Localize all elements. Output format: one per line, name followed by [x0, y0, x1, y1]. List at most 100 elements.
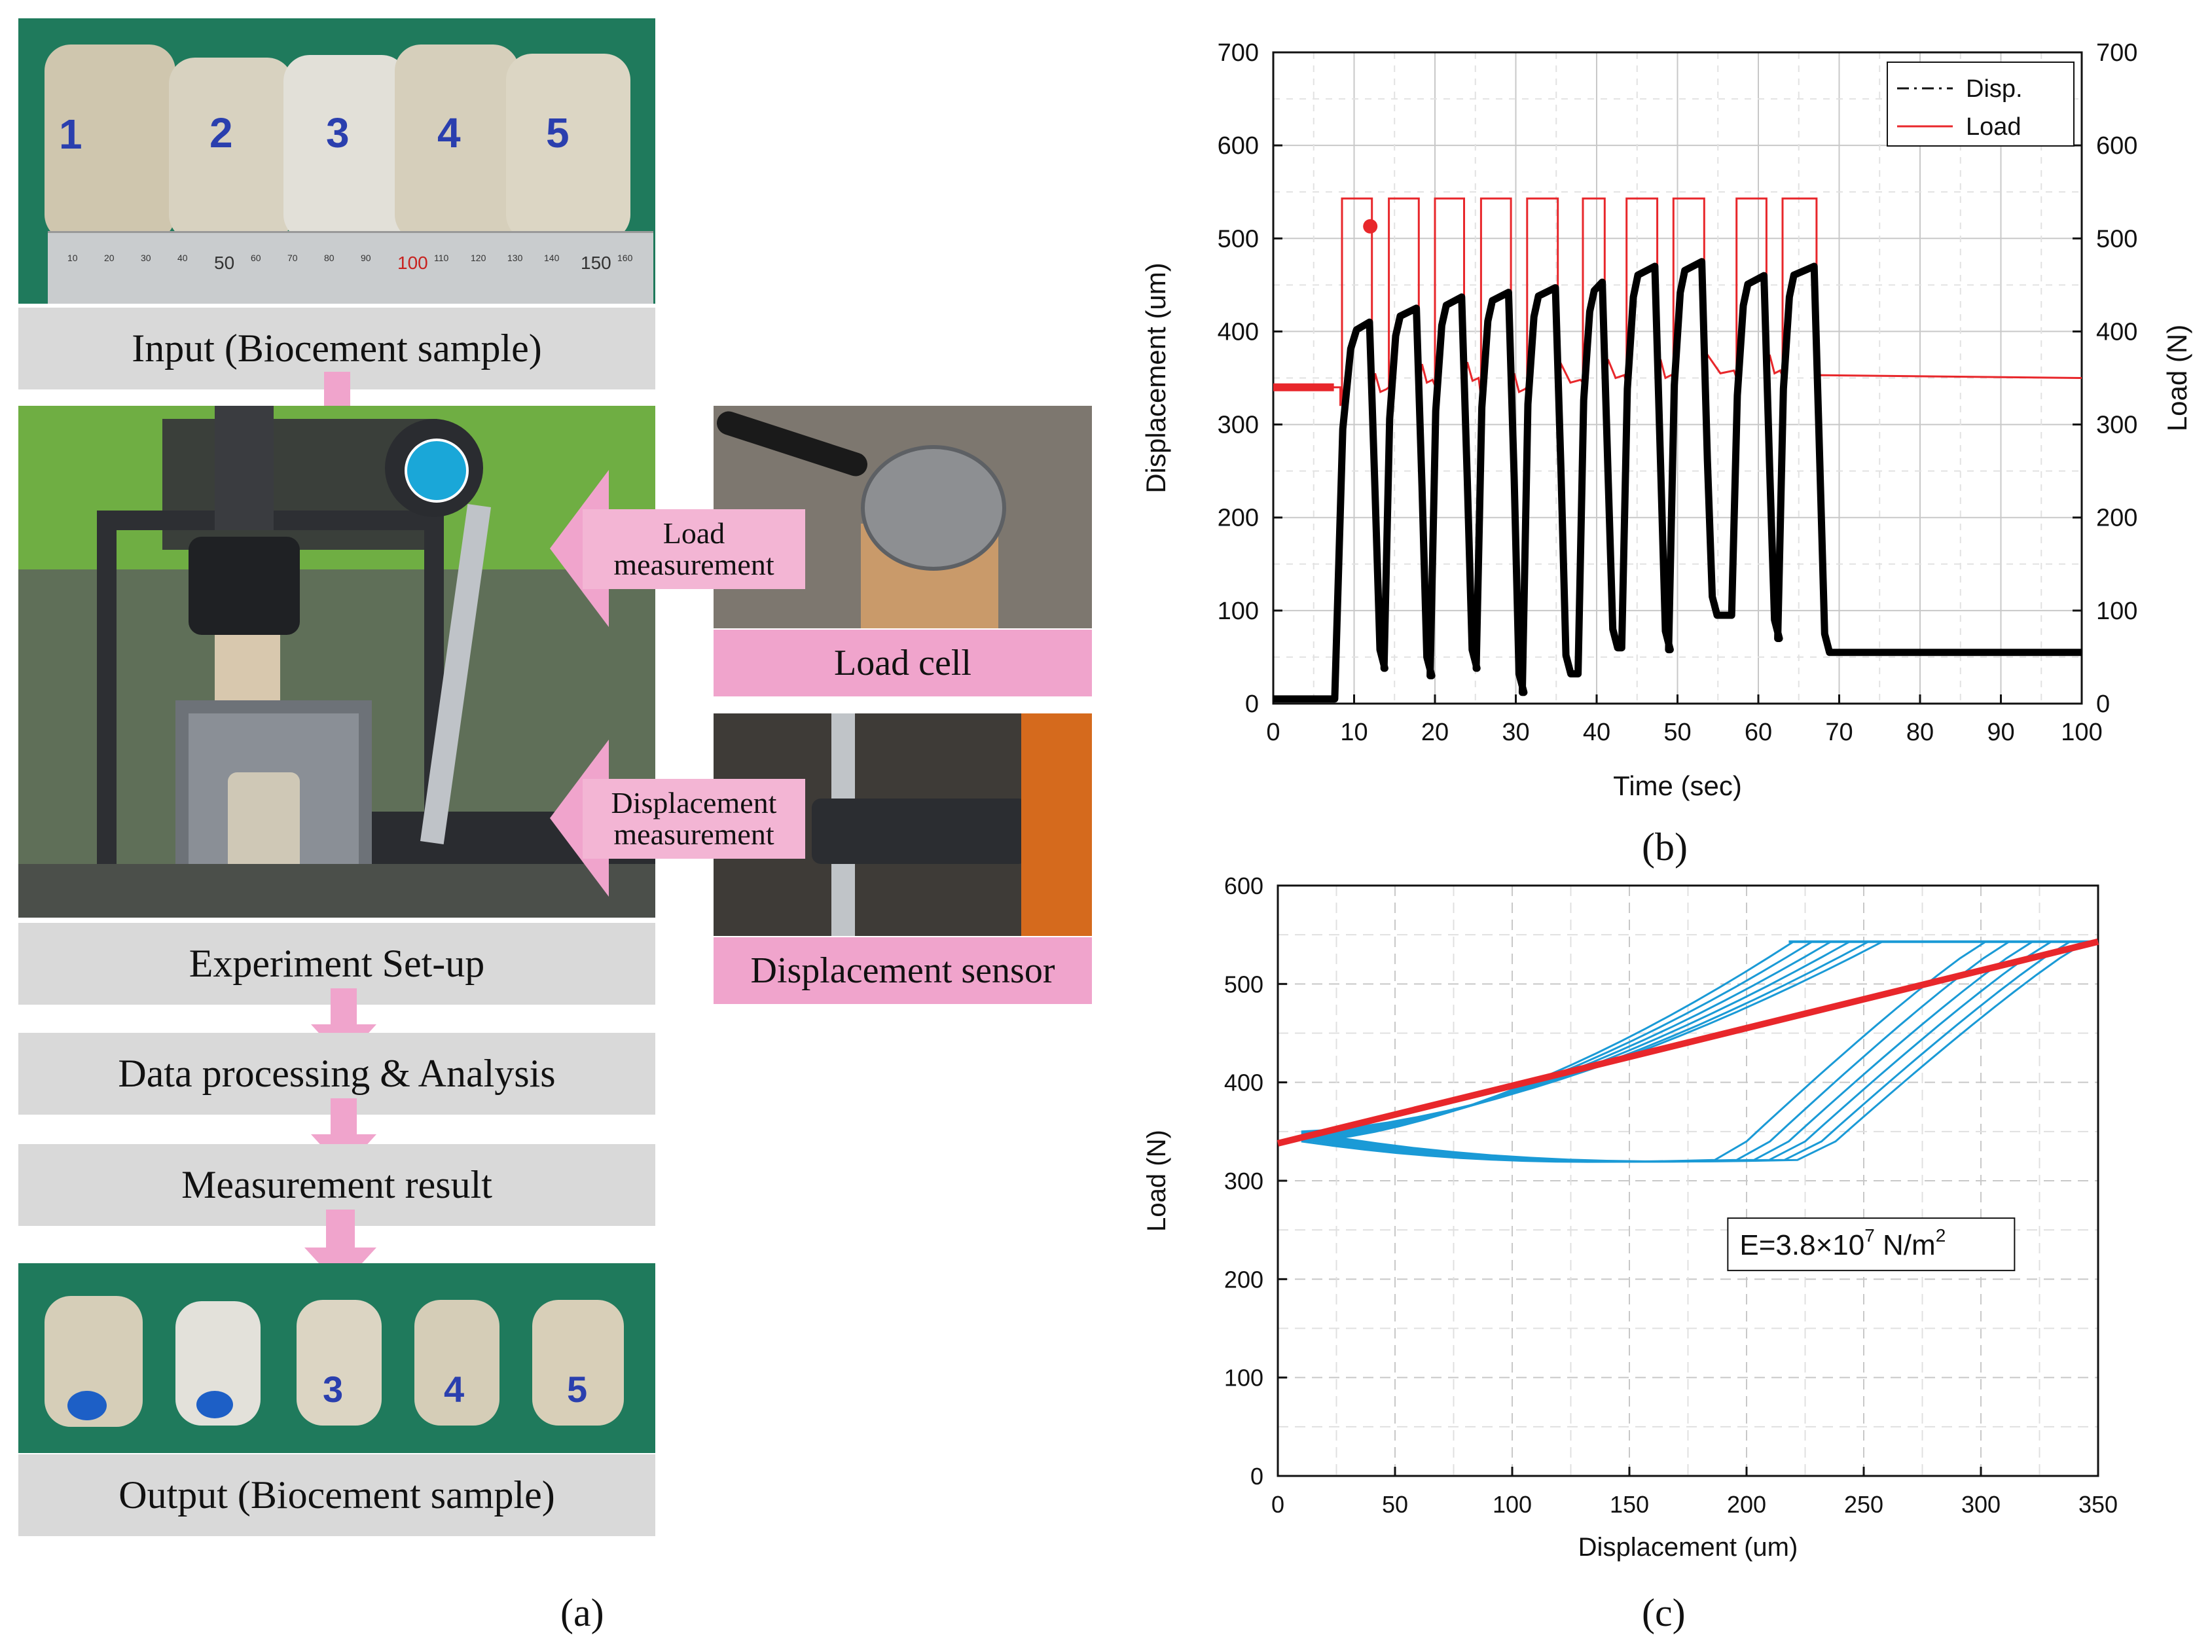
y-tick-label: 400 — [1224, 1069, 1263, 1096]
legend-load-label: Load — [1966, 113, 2022, 141]
load-marker-point — [1363, 219, 1378, 234]
bench-top — [18, 864, 655, 918]
x-tick-label: 0 — [1271, 1491, 1284, 1518]
hysteresis-loop — [1301, 941, 2090, 1163]
sample-label-sticker — [196, 1391, 233, 1418]
fit-line — [1277, 938, 2099, 1147]
x-tick-label: 60 — [1745, 719, 1772, 746]
y-tick-label: 700 — [1218, 39, 1259, 67]
chart-c: 0 50 100 150 200 250 300 350 0 100 200 300 400 500 600… — [1142, 872, 2118, 1562]
sample-number: 3 — [326, 109, 350, 156]
load-measurement-callout: Load measurement — [583, 509, 805, 589]
y2-tick-label: 100 — [2096, 598, 2137, 625]
caption-b: (b) — [1642, 825, 1688, 869]
load-cell-photo — [714, 406, 1092, 628]
ruler-mark: 60 — [251, 253, 261, 263]
input-samples-photo: 1 2 3 4 5 10 20 30 40 50 60 70 80 90 100 110 120 130… — [18, 18, 655, 304]
y-tick-label: 100 — [1224, 1365, 1263, 1392]
sample-number: 4 — [437, 109, 461, 156]
press-chuck — [189, 537, 300, 635]
y-tick-label: 500 — [1218, 225, 1259, 253]
caption-a: (a) — [560, 1591, 604, 1634]
x-tick-label: 90 — [1987, 719, 2014, 746]
load-series-line — [1273, 197, 2082, 406]
x-tick-label: 30 — [1502, 719, 1529, 746]
sample-cylinder — [532, 1300, 624, 1426]
sample-number: 5 — [546, 109, 570, 156]
y2-tick-label: 200 — [2096, 505, 2137, 532]
y-tick-label: 400 — [1218, 318, 1259, 346]
ruler: 10 20 30 40 50 60 70 80 90 100 110 120 130 140 150 160 — [48, 231, 653, 304]
y-tick-label: 200 — [1218, 505, 1259, 532]
x-tick-label: 0 — [1266, 719, 1280, 746]
y-axis-label: Displacement (um) — [1140, 262, 1171, 493]
ruler-mark: 140 — [544, 253, 560, 263]
cable — [714, 408, 871, 480]
y-tick-label: 0 — [1250, 1463, 1263, 1490]
y2-tick-label: 300 — [2096, 412, 2137, 439]
displacement-series-line — [1273, 258, 2082, 703]
processing-label: Data processing & Analysis — [18, 1033, 655, 1115]
displacement-measurement-callout: Displacement measurement — [583, 779, 805, 859]
ruler-mark: 120 — [471, 253, 486, 263]
x-tick-label: 200 — [1727, 1491, 1766, 1518]
setup-label: Experiment Set-up — [18, 923, 655, 1005]
sample-cylinder — [395, 45, 519, 241]
y-tick-label: 500 — [1224, 971, 1263, 997]
sample-cylinder — [414, 1300, 499, 1426]
x-tick-label: 300 — [1961, 1491, 2001, 1518]
sample-cylinder — [297, 1300, 382, 1426]
ruler-mark: 100 — [397, 253, 428, 273]
y-tick-label: 600 — [1218, 132, 1259, 160]
y2-tick-label: 700 — [2096, 39, 2137, 67]
ruler-marks: 10 20 30 40 50 60 70 80 90 100 110 120 130 140 150 160 — [48, 233, 653, 304]
sample-label-sticker — [67, 1391, 107, 1420]
output-samples-photo: 3 4 5 — [18, 1263, 655, 1453]
result-label: Measurement result — [18, 1144, 655, 1226]
sample-number: 4 — [444, 1369, 465, 1410]
x-tick-label: 40 — [1583, 719, 1610, 746]
displacement-sensor-label: Displacement sensor — [714, 937, 1092, 1004]
sample-cylinder — [169, 58, 293, 241]
legend-box — [1887, 62, 2075, 147]
x-tick-label: 50 — [1663, 719, 1691, 746]
sample-number: 1 — [59, 111, 82, 158]
sample-cylinder — [506, 54, 630, 241]
sample-in-press — [215, 635, 280, 700]
sample-cylinder — [283, 55, 408, 241]
ruler-mark: 150 — [581, 253, 611, 273]
x-axis-label: Time (sec) — [1613, 770, 1742, 801]
ruler-mark: 50 — [214, 253, 235, 273]
flow-arrow — [304, 1210, 376, 1287]
y-axis-label: Load (N) — [1142, 1130, 1171, 1232]
ruler-mark: 70 — [287, 253, 298, 263]
y2-axis-label: Load (N) — [2162, 325, 2192, 431]
output-label: Output (Biocement sample) — [18, 1454, 655, 1536]
sample-number: 2 — [209, 109, 233, 156]
press-screw — [215, 406, 274, 530]
y2-tick-label: 500 — [2096, 225, 2137, 253]
callout-line: measurement — [613, 817, 774, 851]
displacement-sensor-photo — [714, 713, 1092, 936]
y-tick-label: 300 — [1218, 412, 1259, 439]
caption-c: (c) — [1642, 1591, 1686, 1634]
ruler-mark: 160 — [617, 253, 633, 263]
load-cell-disk — [861, 445, 1006, 571]
sample-number: 5 — [567, 1369, 588, 1410]
y2-tick-label: 400 — [2096, 318, 2137, 346]
callout-line: Load — [662, 516, 725, 550]
legend-disp-label: Disp. — [1966, 75, 2023, 103]
y-tick-label: 200 — [1224, 1266, 1263, 1293]
x-tick-label: 350 — [2078, 1491, 2118, 1518]
x-tick-label: 80 — [1906, 719, 1934, 746]
experiment-setup-photo — [18, 406, 655, 918]
x-tick-label: 150 — [1610, 1491, 1649, 1518]
y-tick-label: 300 — [1224, 1168, 1263, 1194]
ruler-mark: 130 — [507, 253, 523, 263]
x-tick-label: 20 — [1421, 719, 1449, 746]
ruler-mark: 40 — [177, 253, 188, 263]
callout-line: Displacement — [611, 786, 777, 819]
knob-dial — [405, 439, 469, 503]
load-cell-label: Load cell — [714, 630, 1092, 696]
x-tick-label: 250 — [1844, 1491, 1883, 1518]
